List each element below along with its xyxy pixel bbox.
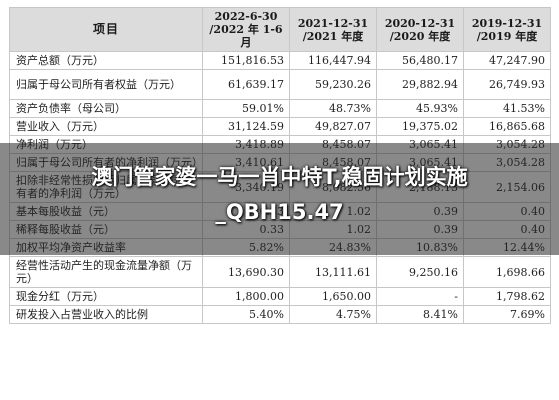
row-value-cell: 1,698.66: [463, 256, 551, 288]
column-header-period-1: 2022-6-30/2022 年 1-6 月: [202, 7, 290, 52]
row-value-cell: 26,749.93: [463, 69, 551, 100]
column-header-line: 2021-12-31: [297, 16, 369, 30]
column-header-line: /2021 年度: [302, 29, 364, 43]
table-header: 项目 2022-6-30/2022 年 1-6 月 2021-12-31/2021 …: [9, 7, 551, 52]
row-label: 研发投入占营业收入的比例: [9, 305, 203, 324]
table-row: 归属于母公司所有者权益（万元） 61,639.17 59,230.26 29,882.…: [9, 69, 551, 100]
row-value-cell: 9,250.16: [376, 256, 464, 288]
row-value-cell: 19,375.02: [376, 117, 464, 136]
table-row: 营业收入（万元） 31,124.59 49,827.07 19,375.02 16,86…: [9, 117, 551, 136]
row-value-cell: 31,124.59: [202, 117, 290, 136]
row-value-cell: 45.93%: [376, 99, 464, 118]
row-value-cell: 1,650.00: [289, 287, 377, 306]
row-value-cell: 1,800.00: [202, 287, 290, 306]
row-value-cell: -: [376, 287, 464, 306]
row-value-cell: 1,798.62: [463, 287, 551, 306]
column-header-item: 项目: [9, 7, 203, 52]
row-value-cell: 29,882.94: [376, 69, 464, 100]
column-header-period-4: 2019-12-31/2019 年度: [463, 7, 551, 52]
table-header-row: 项目 2022-6-30/2022 年 1-6 月 2021-12-31/2021 …: [9, 7, 551, 52]
table-row: 资产负债率（母公司） 59.01% 48.73% 45.93% 41.53%: [9, 99, 551, 118]
row-value-cell: 61,639.17: [202, 69, 290, 100]
row-value-cell: 13,690.30: [202, 256, 290, 288]
row-value-cell: 41.53%: [463, 99, 551, 118]
table-row: 现金分红（万元） 1,800.00 1,650.00-1,798.62: [9, 287, 551, 306]
column-header-period-3: 2020-12-31/2020 年度: [376, 7, 464, 52]
row-value-cell: 47,247.90: [463, 51, 551, 70]
row-value-cell: 5.40%: [202, 305, 290, 324]
row-value-cell: 116,447.94: [289, 51, 377, 70]
row-label: 资产总额（万元）: [9, 51, 203, 70]
row-value-cell: 8.41%: [376, 305, 464, 324]
column-header-line: /2020 年度: [389, 29, 451, 43]
row-value-cell: 151,816.53: [202, 51, 290, 70]
row-value-cell: 49,827.07: [289, 117, 377, 136]
column-header-period-2: 2021-12-31/2021 年度: [289, 7, 377, 52]
column-header-line: 2020-12-31: [384, 16, 456, 30]
row-value-cell: 4.75%: [289, 305, 377, 324]
row-value-cell: 56,480.17: [376, 51, 464, 70]
table-row: 研发投入占营业收入的比例 5.40% 4.75% 8.41% 7.69%: [9, 305, 551, 324]
column-header-line: /2022 年 1-6 月: [209, 23, 283, 49]
row-value-cell: 13,111.61: [289, 256, 377, 288]
overlay-title: 澳门管家婆一马一肖中特T,稳固计划实施_QBH15.47: [91, 165, 468, 224]
row-label: 营业收入（万元）: [9, 117, 203, 136]
table-row: 经营性活动产生的现金流量净额（万元） 13,690.30 13,111.61 9,25…: [9, 256, 551, 288]
row-value-cell: 59.01%: [202, 99, 290, 118]
column-header-line: 2022-6-30: [214, 10, 278, 23]
column-header-line: /2019 年度: [476, 29, 538, 43]
row-value-cell: 59,230.26: [289, 69, 377, 100]
row-value-cell: 16,865.68: [463, 117, 551, 136]
overlay-band: [0, 143, 559, 255]
column-header-line: 项目: [92, 22, 119, 36]
row-label: 现金分红（万元）: [9, 287, 203, 306]
row-label: 归属于母公司所有者权益（万元）: [9, 69, 203, 100]
row-label: 经营性活动产生的现金流量净额（万元）: [9, 256, 203, 288]
column-header-line: 2019-12-31: [471, 16, 543, 30]
row-value-cell: 7.69%: [463, 305, 551, 324]
table-row: 资产总额（万元） 151,816.53 116,447.94 56,480.17 47,…: [9, 51, 551, 70]
row-label: 资产负债率（母公司）: [9, 99, 203, 118]
row-value-cell: 48.73%: [289, 99, 377, 118]
